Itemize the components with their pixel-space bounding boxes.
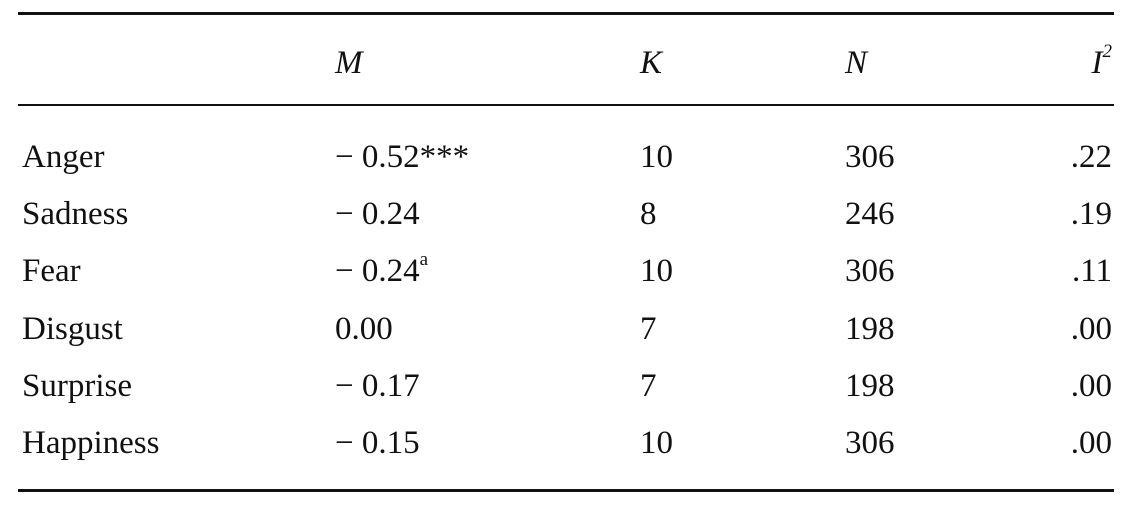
column-header: I2: [1091, 41, 1113, 83]
table-cell: 0.00: [335, 311, 393, 347]
table-cell: − 0.15: [335, 425, 420, 461]
cell-text: − 0.24: [335, 253, 420, 289]
table-cell: .19: [1070, 196, 1112, 232]
table-cell: 10: [640, 253, 673, 289]
table-cell: − 0.24a: [335, 249, 429, 291]
table-cell: 7: [640, 311, 657, 347]
table-cell: 306: [845, 425, 895, 461]
table-cell: .11: [1071, 253, 1112, 289]
table-cell: − 0.52***: [335, 139, 470, 175]
bottom-rule: [18, 489, 1114, 492]
column-header: K: [640, 45, 663, 81]
table-cell: 198: [845, 368, 895, 404]
table-cell: 7: [640, 368, 657, 404]
table-cell: .00: [1070, 311, 1112, 347]
row-label: Happiness: [22, 425, 160, 461]
row-label: Surprise: [22, 368, 132, 404]
column-header: M: [335, 45, 363, 81]
table-cell: 306: [845, 253, 895, 289]
row-label: Anger: [22, 139, 105, 175]
table-cell: − 0.24: [335, 196, 420, 232]
table-cell: .22: [1070, 139, 1112, 175]
table-cell: 10: [640, 425, 673, 461]
superscript: a: [419, 249, 429, 270]
table-cell: − 0.17: [335, 368, 420, 404]
superscript: 2: [1102, 41, 1113, 62]
column-header: N: [845, 45, 868, 81]
table-cell: 10: [640, 139, 673, 175]
table-cell: .00: [1070, 425, 1112, 461]
row-label: Sadness: [22, 196, 129, 232]
table-cell: 306: [845, 139, 895, 175]
header-rule: [18, 104, 1114, 106]
table-cell: 246: [845, 196, 895, 232]
row-label: Fear: [22, 253, 81, 289]
table-cell: 198: [845, 311, 895, 347]
row-label: Disgust: [22, 311, 123, 347]
table-cell: 8: [640, 196, 657, 232]
table-cell: .00: [1070, 368, 1112, 404]
cell-text: I: [1091, 45, 1103, 81]
top-rule: [18, 12, 1114, 15]
